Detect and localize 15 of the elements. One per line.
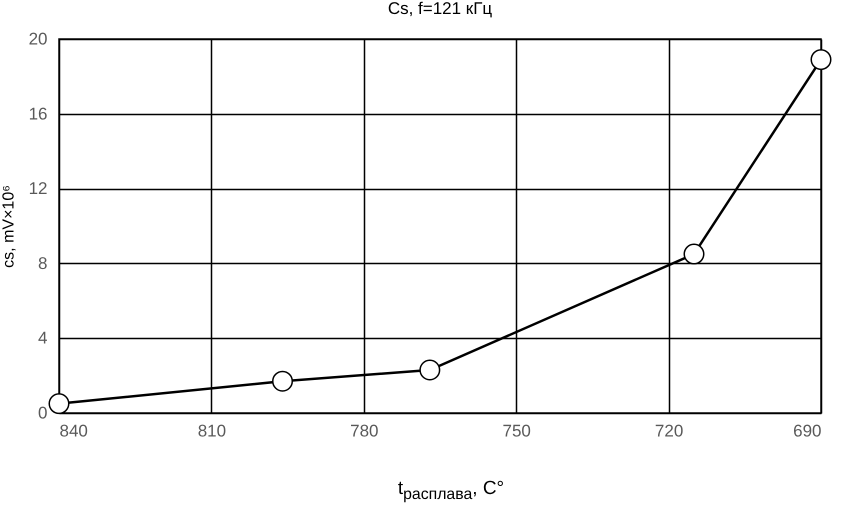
x-tick-label: 750 [502, 422, 531, 440]
x-axis-title: t$_{расплава}$, C° [396, 478, 506, 504]
x-tick-label: 780 [350, 422, 378, 440]
x-tick-label: 840 [60, 422, 88, 440]
y-axis-title: cs, mV×10⁶ [0, 185, 18, 268]
x-tick-label: 810 [198, 422, 226, 440]
y-tick-label: 4 [38, 328, 48, 348]
y-tick-label: 0 [38, 404, 48, 422]
x-tick-label: 720 [654, 422, 684, 440]
y-tick-label: 20 [28, 30, 48, 48]
y-tick-label: 16 [28, 104, 48, 124]
y-tick-label: 12 [28, 179, 48, 198]
chart-title: Cs, f=121 кГц [388, 0, 492, 18]
y-tick-label: 8 [38, 254, 48, 273]
x-tick-label: 690 [793, 422, 822, 440]
